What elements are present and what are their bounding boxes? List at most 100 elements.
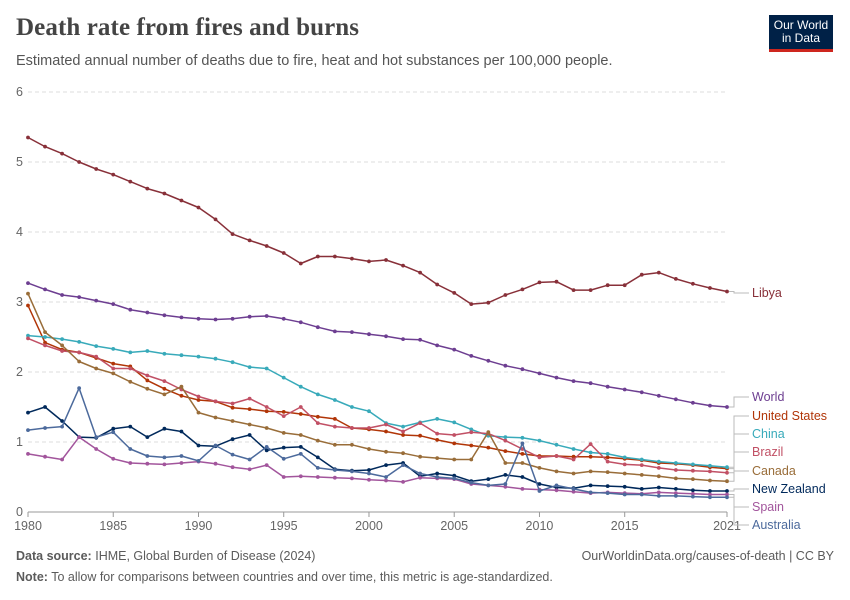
point-new-zealand-1986 bbox=[128, 424, 133, 429]
point-canada-2000 bbox=[367, 447, 371, 451]
point-new-zealand-2008 bbox=[503, 473, 508, 477]
point-china-1996 bbox=[298, 384, 303, 389]
point-brazil-2017 bbox=[656, 466, 661, 470]
point-new-zealand-2001 bbox=[384, 463, 388, 467]
point-world-2019 bbox=[691, 400, 695, 405]
point-spain-1995 bbox=[281, 475, 286, 479]
point-united-states-1981 bbox=[43, 340, 47, 345]
point-canada-1990 bbox=[196, 410, 201, 415]
point-china-1999 bbox=[350, 405, 354, 409]
point-new-zealand-2018 bbox=[673, 487, 678, 491]
point-china-1984 bbox=[94, 344, 99, 348]
point-canada-1987 bbox=[145, 386, 150, 391]
point-canada-2020 bbox=[708, 478, 712, 483]
point-libya-1997 bbox=[315, 254, 320, 259]
x-tick-label-1995: 1995 bbox=[270, 519, 298, 533]
point-brazil-1993 bbox=[247, 396, 252, 401]
source-url[interactable]: OurWorldinData.org/causes-of-death | CC … bbox=[581, 549, 834, 563]
x-tick-label-2000: 2000 bbox=[355, 519, 383, 533]
point-united-states-1989 bbox=[179, 393, 184, 398]
point-spain-2011 bbox=[554, 488, 559, 493]
point-libya-2005 bbox=[452, 291, 457, 295]
point-brazil-2020 bbox=[708, 469, 712, 474]
point-spain-2009 bbox=[520, 487, 525, 491]
point-libya-1986 bbox=[128, 179, 133, 184]
point-spain-1983 bbox=[77, 435, 82, 439]
series-line-new-zealand bbox=[27, 406, 727, 492]
point-australia-2007 bbox=[486, 483, 491, 488]
point-libya-2000 bbox=[367, 259, 371, 264]
point-brazil-1980 bbox=[26, 336, 30, 341]
point-china-1991 bbox=[213, 356, 218, 361]
point-libya-2021 bbox=[725, 289, 729, 294]
point-world-1990 bbox=[196, 316, 201, 321]
point-world-2021 bbox=[725, 405, 729, 409]
point-china-1982 bbox=[60, 337, 64, 341]
point-china-2005 bbox=[452, 420, 457, 425]
point-australia-1989 bbox=[179, 454, 184, 458]
point-libya-1989 bbox=[179, 198, 184, 203]
note-label: Note: bbox=[16, 570, 48, 584]
point-spain-2008 bbox=[503, 484, 508, 489]
point-canada-1997 bbox=[315, 438, 320, 443]
point-new-zealand-1994 bbox=[264, 448, 269, 453]
y-tick-label-5: 5 bbox=[16, 155, 23, 169]
point-spain-1989 bbox=[179, 461, 184, 465]
point-china-1980 bbox=[26, 333, 30, 338]
point-new-zealand-1997 bbox=[315, 455, 320, 460]
point-world-1997 bbox=[315, 325, 320, 330]
point-world-2002 bbox=[401, 337, 405, 341]
point-united-states-1994 bbox=[264, 409, 269, 414]
point-canada-2008 bbox=[503, 461, 508, 465]
point-new-zealand-2005 bbox=[452, 473, 457, 478]
point-spain-1994 bbox=[264, 463, 269, 467]
point-china-2006 bbox=[469, 427, 474, 432]
series-label-canada: Canada bbox=[752, 464, 796, 478]
series-line-world bbox=[27, 282, 728, 408]
point-libya-1991 bbox=[213, 217, 218, 222]
point-spain-1998 bbox=[332, 475, 337, 480]
point-world-1994 bbox=[264, 314, 269, 318]
point-canada-1988 bbox=[162, 392, 167, 397]
series-label-libya: Libya bbox=[752, 286, 782, 300]
owid-logo[interactable]: Our World in Data bbox=[769, 15, 833, 52]
point-libya-1988 bbox=[162, 191, 167, 196]
x-tick-label-1985: 1985 bbox=[99, 519, 127, 533]
point-canada-1980 bbox=[26, 291, 30, 296]
y-tick-label-0: 0 bbox=[16, 505, 23, 519]
point-spain-1996 bbox=[298, 474, 303, 479]
source-text[interactable]: IHME, Global Burden of Disease (2024) bbox=[95, 549, 316, 563]
point-world-1996 bbox=[298, 320, 303, 325]
point-australia-2011 bbox=[554, 483, 559, 488]
point-brazil-1994 bbox=[264, 405, 269, 409]
point-canada-1981 bbox=[43, 330, 47, 334]
point-world-2006 bbox=[469, 354, 474, 358]
point-brazil-2003 bbox=[418, 421, 423, 425]
point-libya-2012 bbox=[571, 288, 576, 292]
point-world-1985 bbox=[111, 302, 116, 306]
point-spain-1993 bbox=[247, 467, 252, 472]
point-canada-1989 bbox=[179, 384, 184, 389]
point-world-2009 bbox=[520, 367, 525, 372]
point-new-zealand-1982 bbox=[60, 419, 64, 423]
point-united-states-1998 bbox=[332, 417, 337, 421]
point-spain-2001 bbox=[384, 478, 388, 483]
y-tick-label-3: 3 bbox=[16, 295, 23, 309]
point-australia-1984 bbox=[94, 435, 99, 439]
point-china-2021 bbox=[725, 465, 729, 470]
point-australia-2013 bbox=[588, 490, 593, 495]
point-world-2010 bbox=[537, 371, 542, 376]
series-label-world: World bbox=[752, 390, 784, 404]
point-brazil-2016 bbox=[639, 463, 644, 467]
point-new-zealand-2016 bbox=[639, 487, 644, 491]
series-line-libya bbox=[27, 136, 728, 305]
point-new-zealand-2015 bbox=[622, 484, 627, 489]
point-brazil-1988 bbox=[162, 379, 167, 383]
point-canada-2012 bbox=[571, 471, 576, 476]
leader-line-libya bbox=[729, 291, 749, 294]
point-world-2005 bbox=[452, 347, 457, 352]
point-libya-2013 bbox=[588, 288, 593, 292]
point-china-2000 bbox=[367, 409, 371, 414]
point-world-1999 bbox=[350, 330, 354, 334]
point-canada-2013 bbox=[588, 469, 593, 474]
